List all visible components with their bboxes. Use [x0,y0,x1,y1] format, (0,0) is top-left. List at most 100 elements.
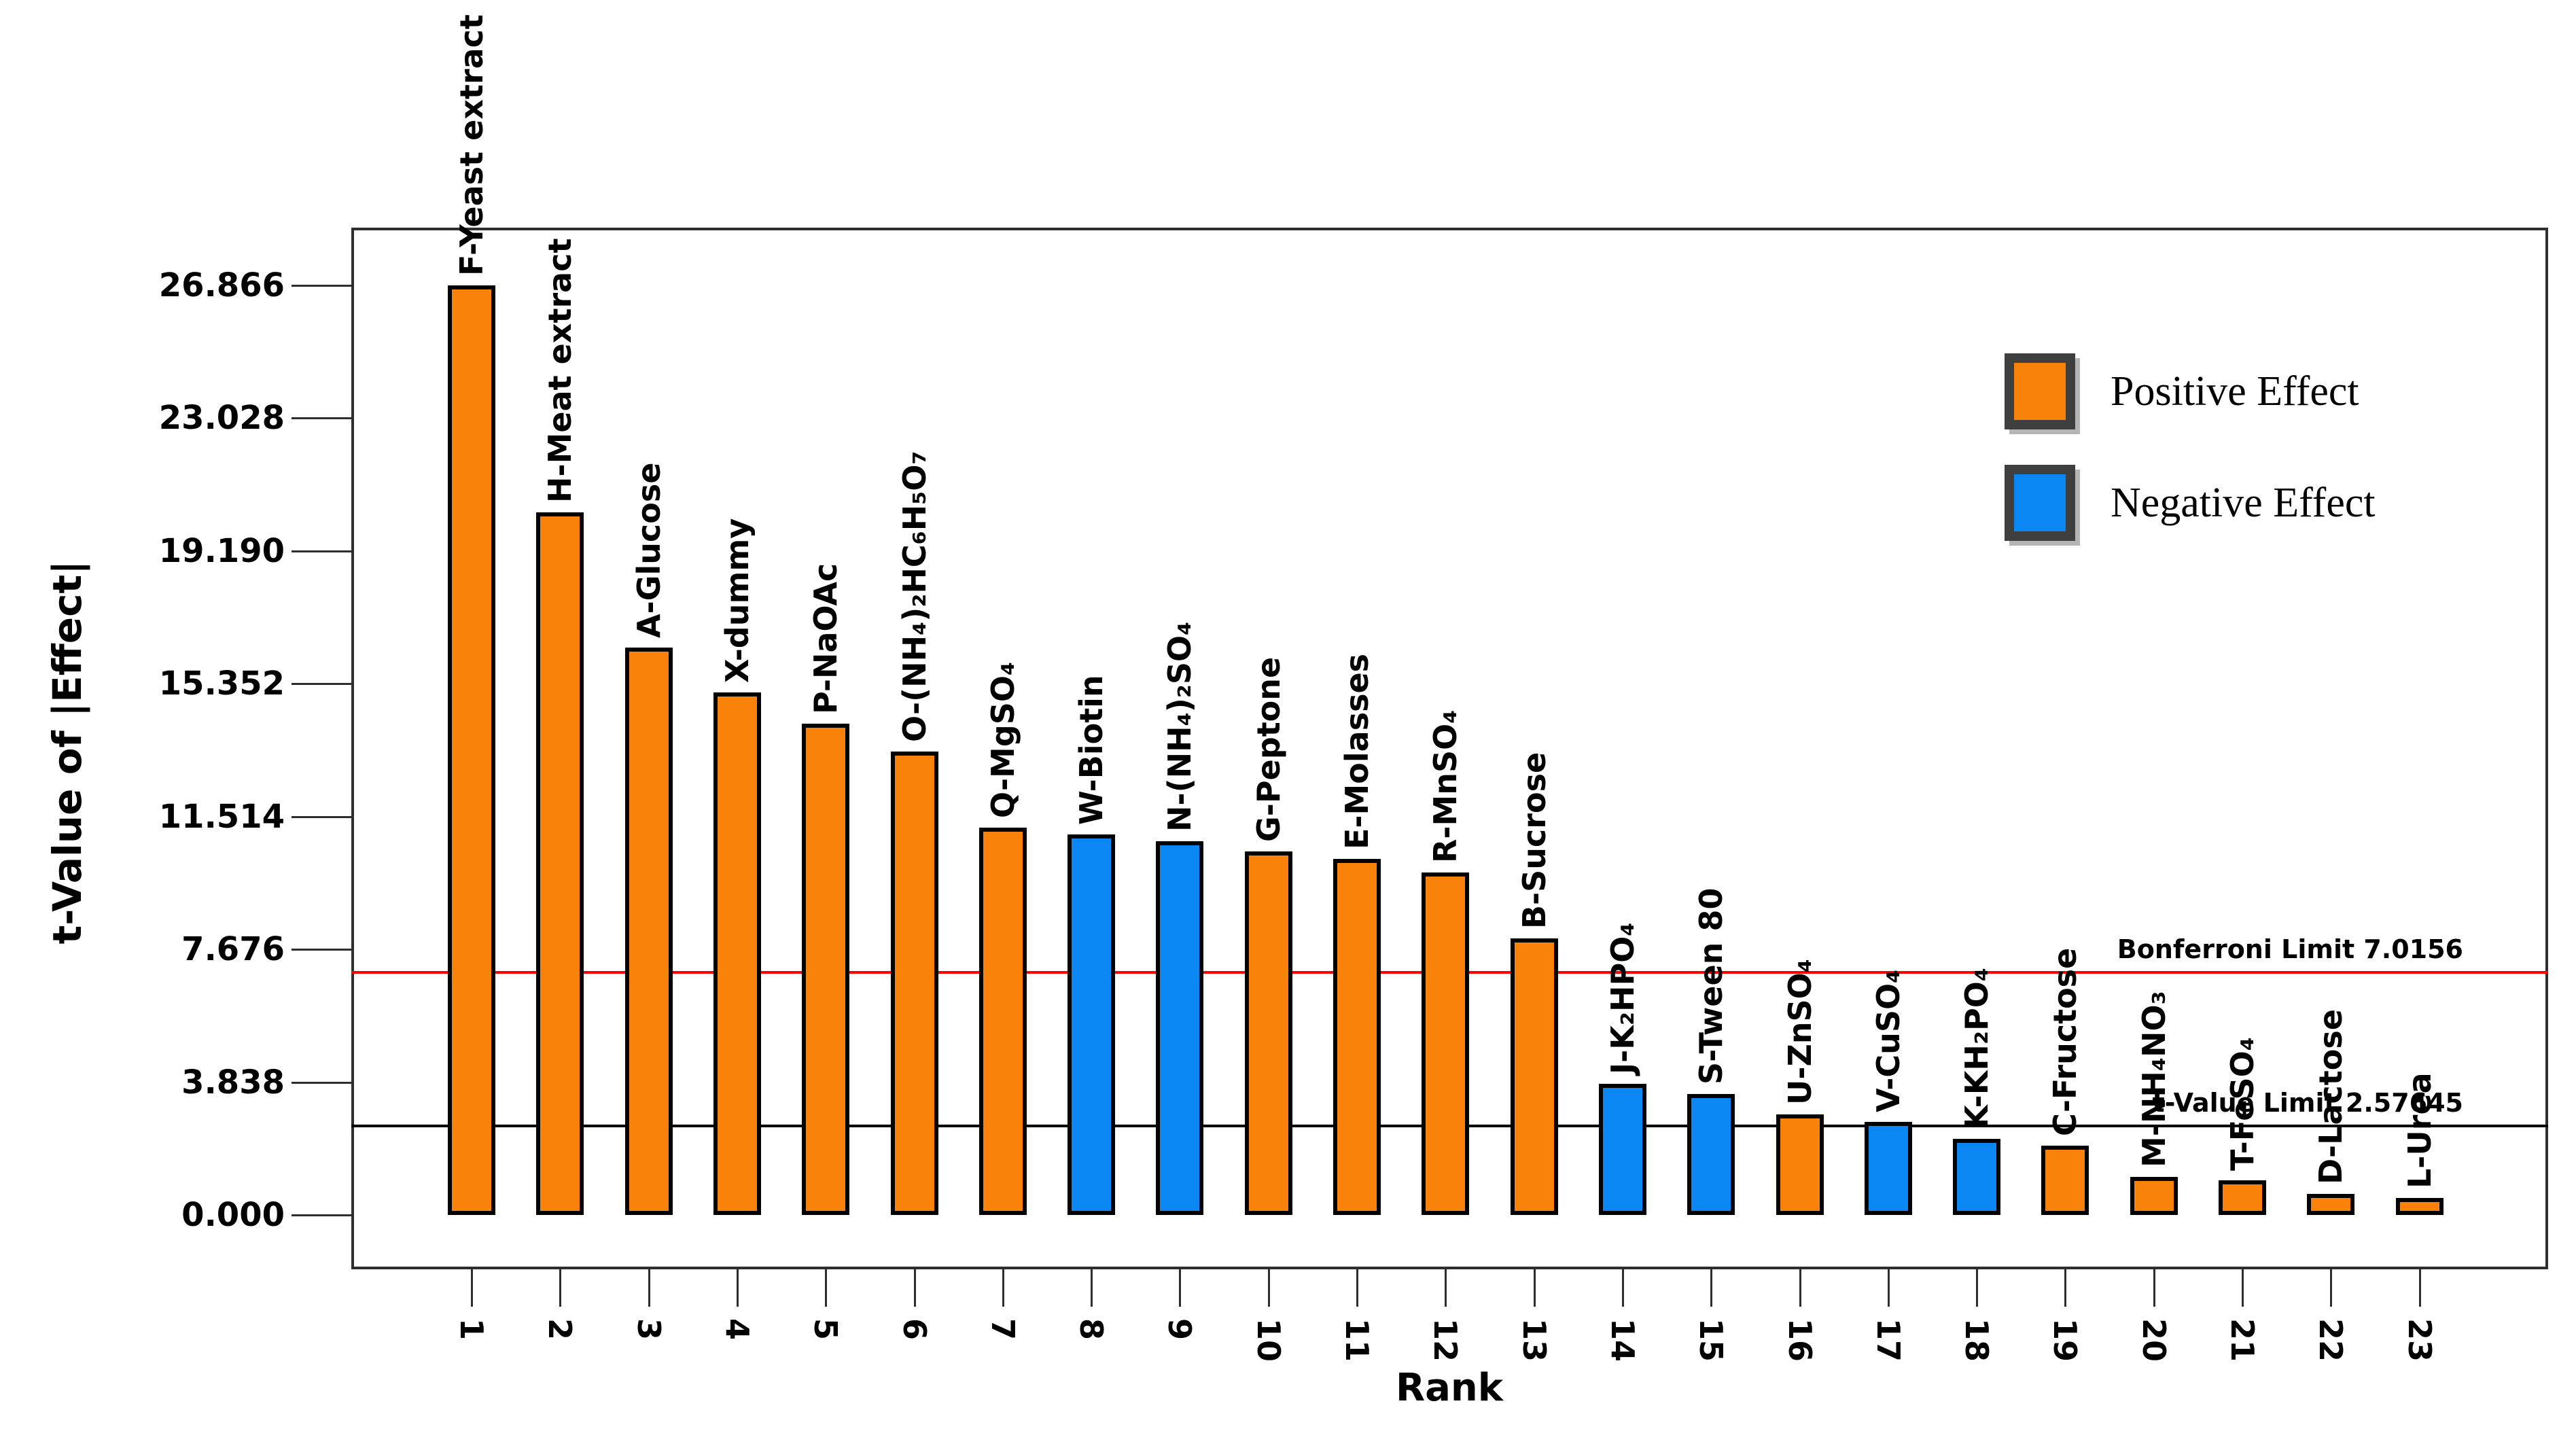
bar-label: W-Biotin [1073,675,1110,825]
bar [1776,1114,1824,1215]
bar [2307,1194,2355,1215]
positive-effect-label: Positive Effect [2111,368,2359,415]
bar [2130,1176,2178,1215]
bar-label: R-MnSO₄ [1427,709,1464,863]
bar [1510,938,1558,1215]
x-tick-label: 9 [1161,1318,1199,1341]
x-tick-label: 3 [630,1318,667,1341]
x-tick-mark [2330,1269,2333,1307]
bar [2041,1146,2089,1215]
y-tick-mark [292,815,351,818]
x-tick-mark [1002,1269,1004,1307]
bar-label: N-(NH₄)₂SO₄ [1161,621,1199,832]
y-tick-mark [292,683,351,686]
bar-label: P-NaOAc [807,563,845,714]
x-tick-mark [1267,1269,1270,1307]
bar [890,751,938,1215]
x-tick-mark [1356,1269,1358,1307]
bar [713,692,761,1215]
bar-label: E-Molasses [1339,653,1375,849]
x-tick-mark [736,1269,739,1307]
x-tick-label: 11 [1339,1318,1375,1362]
x-tick-label: 5 [807,1318,845,1341]
bar-label: V-CuSO₄ [1869,969,1907,1112]
x-tick-mark [1976,1269,1979,1307]
x-tick-mark [559,1269,562,1307]
x-tick-label: 6 [896,1318,933,1341]
x-tick-mark [648,1269,650,1307]
bonferroni-limit-label: Bonferroni Limit 7.0156 [2117,934,2463,964]
bar-label: O-(NH₄)₂HC₆H₅O₇ [896,450,933,742]
x-tick-mark [1887,1269,1890,1307]
bar-label: F-Yeast extract [453,14,490,276]
x-tick-label: 20 [2135,1318,2172,1362]
x-tick-label: 17 [1869,1318,1907,1362]
x-tick-label: 16 [1781,1318,1818,1362]
y-tick-mark [292,1214,351,1216]
x-tick-label: 14 [1604,1318,1641,1362]
bar [1687,1093,1735,1215]
x-tick-mark [1179,1269,1182,1307]
bar-label: X-dummy [718,518,756,684]
y-axis-title: t-Value of |Effect| [44,560,90,945]
x-tick-label: 1 [453,1318,490,1341]
y-tick-mark [292,417,351,420]
bar [1333,858,1381,1215]
x-tick-label: 10 [1250,1318,1287,1362]
y-tick-mark [292,550,351,552]
x-tick-mark [1799,1269,1801,1307]
x-tick-mark [471,1269,473,1307]
bar-label: K-KH₂PO₄ [1958,967,1996,1129]
y-tick-mark [292,1081,351,1084]
x-tick-mark [1445,1269,1447,1307]
bar-label: T-FeSO₄ [2224,1037,2261,1171]
x-tick-mark [2153,1269,2155,1307]
y-tick-label: 11.514 [158,797,285,836]
bar-label: A-Glucose [630,462,667,638]
bar-label: C-Fructose [2047,947,2084,1137]
y-tick-label: 3.838 [181,1063,285,1101]
x-tick-mark [913,1269,916,1307]
bar [624,647,673,1215]
y-tick-mark [292,284,351,287]
x-tick-label: 8 [1073,1318,1110,1341]
bar [448,285,495,1215]
negative-effect-label: Negative Effect [2111,480,2376,526]
bar-label: S-Tween 80 [1693,887,1730,1084]
x-tick-label: 2 [542,1318,579,1341]
negative-effect-swatch [2005,465,2075,541]
x-tick-label: 19 [2047,1318,2084,1362]
bar [1244,851,1292,1215]
bar [2219,1180,2266,1215]
bar-label: U-ZnSO₄ [1781,959,1818,1106]
bar [1953,1138,2001,1215]
x-axis-title: Rank [1395,1366,1504,1410]
bar [2395,1197,2443,1215]
bar-label: H-Meat extract [542,238,579,504]
y-tick-label: 0.000 [181,1196,285,1234]
bar [1068,834,1116,1215]
y-tick-label: 15.352 [158,665,285,703]
bar [1598,1083,1646,1215]
y-tick-label: 7.676 [181,930,285,969]
legend-row-negative: Negative Effect [2005,465,2376,541]
bar-label: Q-MgSO₄ [984,661,1021,818]
x-tick-mark [2418,1269,2421,1307]
x-tick-label: 15 [1693,1318,1730,1362]
x-tick-mark [1091,1269,1093,1307]
x-tick-mark [1710,1269,1713,1307]
bar [536,512,584,1215]
x-tick-label: 4 [718,1318,756,1341]
y-tick-label: 19.190 [158,531,285,570]
x-tick-label: 12 [1427,1318,1464,1362]
x-tick-label: 21 [2224,1318,2261,1362]
x-tick-mark [1533,1269,1536,1307]
bar [1156,841,1204,1215]
x-tick-mark [2064,1269,2067,1307]
x-tick-label: 22 [2312,1318,2350,1362]
y-tick-label: 23.028 [158,399,285,438]
bar [1864,1121,1912,1215]
bar [1422,872,1470,1215]
x-tick-label: 23 [2401,1318,2438,1362]
x-tick-label: 18 [1958,1318,1996,1362]
